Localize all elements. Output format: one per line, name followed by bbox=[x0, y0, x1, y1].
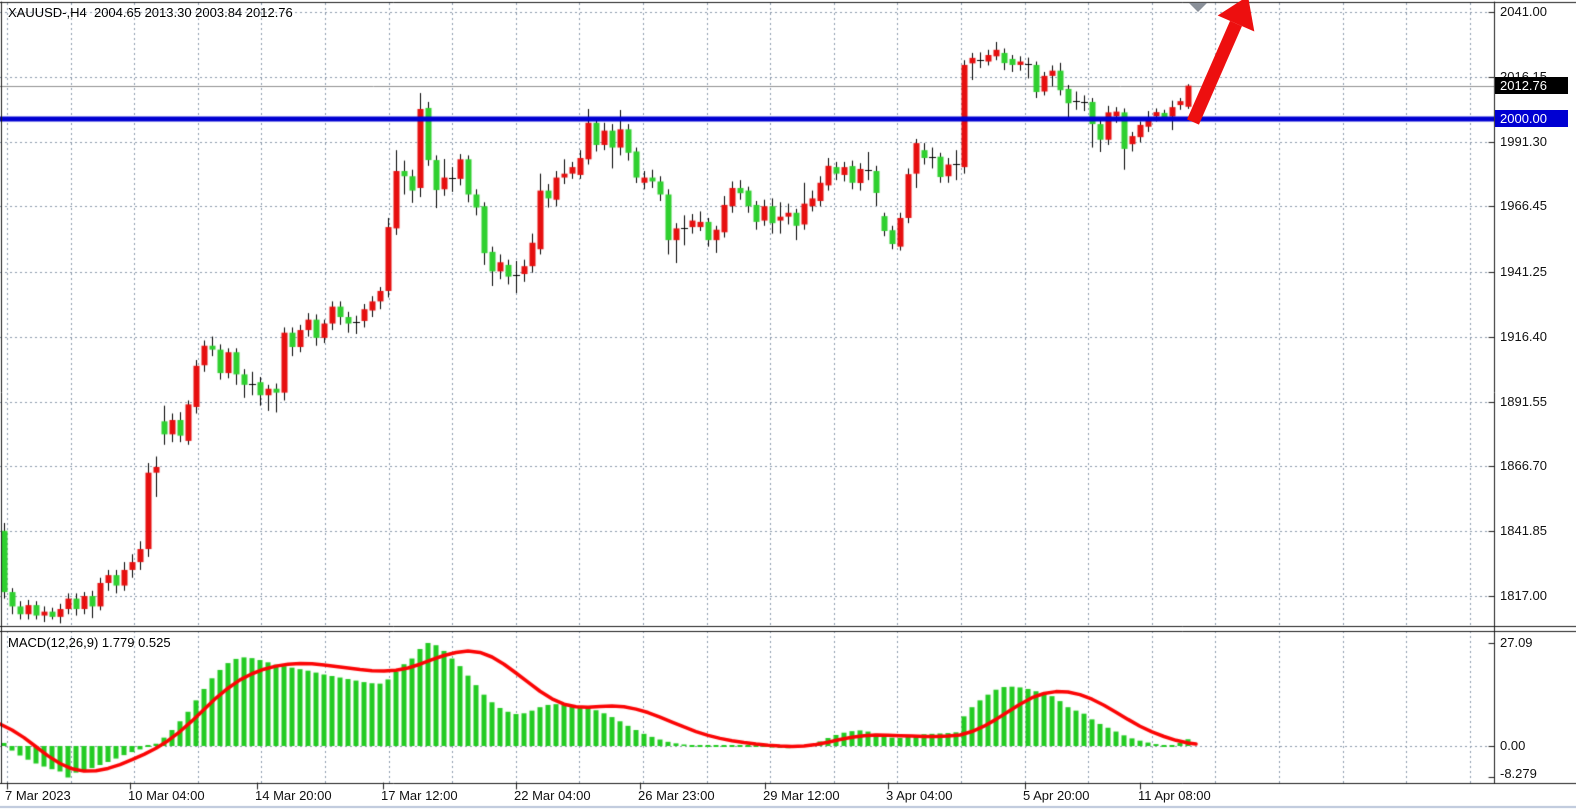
time-axis-label: 11 Apr 08:00 bbox=[1138, 788, 1211, 803]
macd-indicator-label: MACD(12,26,9) 1.779 0.525 bbox=[8, 635, 171, 650]
time-axis-label: 26 Mar 23:00 bbox=[638, 788, 715, 803]
price-axis-label: 1916.40 bbox=[1500, 328, 1547, 344]
time-axis-label: 14 Mar 20:00 bbox=[255, 788, 332, 803]
macd-axis-label: -8.279 bbox=[1500, 766, 1537, 781]
time-axis-label: 17 Mar 12:00 bbox=[381, 788, 458, 803]
price-axis-label: 1866.70 bbox=[1500, 458, 1547, 474]
current-price-tag: 2012.76 bbox=[1495, 77, 1568, 95]
macd-axis-label: 27.09 bbox=[1500, 634, 1533, 650]
price-axis-label: 1966.45 bbox=[1500, 198, 1547, 214]
chart-shift-marker-icon bbox=[1189, 3, 1207, 12]
time-axis-label: 7 Mar 2023 bbox=[5, 788, 71, 803]
price-axis-label: 1991.30 bbox=[1500, 133, 1547, 149]
time-axis-label: 5 Apr 20:00 bbox=[1023, 788, 1090, 803]
price-axis-label: 1941.25 bbox=[1500, 264, 1547, 280]
price-axis-label: 1841.85 bbox=[1500, 523, 1547, 539]
time-axis-label: 22 Mar 04:00 bbox=[514, 788, 591, 803]
symbol-ohlc-title: XAUUSD-,H4 2004.65 2013.30 2003.84 2012.… bbox=[8, 5, 293, 20]
price-axis-label: 2041.00 bbox=[1500, 4, 1547, 19]
time-axis-label: 3 Apr 04:00 bbox=[886, 788, 953, 803]
price-axis-label: 1891.55 bbox=[1500, 393, 1547, 409]
macd-axis-label: 0.00 bbox=[1500, 738, 1526, 753]
time-axis-label: 10 Mar 04:00 bbox=[128, 788, 205, 803]
price-axis-label: 1817.00 bbox=[1500, 588, 1547, 603]
time-axis-label: 29 Mar 12:00 bbox=[763, 788, 840, 803]
trend-up-arrow[interactable] bbox=[1180, 0, 1290, 140]
horizontal-line-price-tag: 2000.00 bbox=[1495, 110, 1568, 128]
